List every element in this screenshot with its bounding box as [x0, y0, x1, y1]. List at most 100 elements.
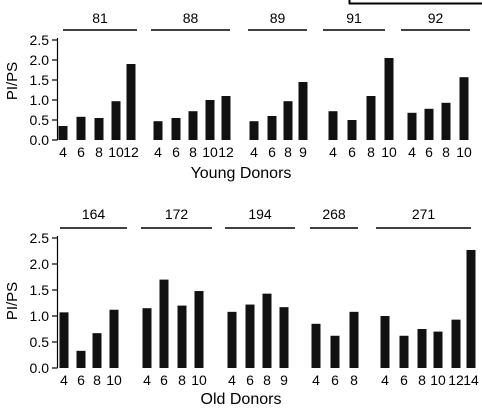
group-label: 88 [183, 10, 199, 26]
bar [399, 335, 409, 368]
x-tick-label: 4 [228, 372, 236, 388]
y-axis-label-bottom: PI/PS [4, 282, 21, 320]
bar [459, 77, 469, 140]
y-axis-label-top: PI/PS [4, 62, 21, 100]
bar [407, 112, 417, 140]
x-tick-label: 6 [160, 372, 168, 388]
group-label: 271 [412, 206, 436, 222]
bar [159, 279, 169, 368]
x-tick-label: 8 [367, 144, 375, 160]
bar [177, 305, 187, 368]
bar [384, 58, 394, 140]
y-tick-label: 1.0 [30, 308, 50, 324]
bar [249, 121, 259, 140]
bar [227, 311, 237, 368]
bar [451, 319, 461, 368]
x-tick-label: 10 [202, 144, 218, 160]
x-tick-label: 4 [250, 144, 258, 160]
bar [267, 116, 277, 140]
donor-group-172: 172 4 6 8 10 [141, 206, 212, 388]
x-tick-label: 10 [456, 144, 472, 160]
x-axis-title-top: Young Donors [191, 165, 292, 182]
bar [424, 108, 434, 140]
x-tick-label: 6 [246, 372, 254, 388]
group-label: 92 [428, 10, 444, 26]
x-tick-label: 6 [77, 372, 85, 388]
bar [126, 64, 136, 140]
bar [58, 126, 68, 140]
x-tick-label: 4 [408, 144, 416, 160]
bar [76, 350, 86, 368]
bar [328, 111, 338, 140]
bar [59, 312, 69, 368]
x-tick-label: 10 [106, 372, 122, 388]
bar [205, 100, 215, 140]
x-tick-label: 9 [299, 144, 307, 160]
bar [153, 121, 163, 140]
x-tick-label: 4 [143, 372, 151, 388]
x-tick-label: 8 [418, 372, 426, 388]
y-tick-label: 1.5 [30, 282, 50, 298]
x-tick-label: 4 [154, 144, 162, 160]
x-tick-label: 4 [60, 372, 68, 388]
donor-group-164: 164 4 6 8 10 [59, 206, 127, 388]
donor-group-268: 268 4 6 8 [310, 206, 359, 388]
x-tick-label: 6 [400, 372, 408, 388]
donor-group-271: 271 4 6 8 10 12 14 [376, 206, 479, 388]
bar [283, 101, 293, 140]
y-tick-label: 2.5 [30, 32, 50, 48]
x-axis-title-bottom: Old Donors [201, 391, 282, 408]
bar [366, 96, 376, 140]
x-tick-label: 4 [381, 372, 389, 388]
donor-group-92: 92 4 6 8 10 [401, 10, 472, 160]
bar [279, 307, 289, 368]
y-tick-label: 0.5 [30, 112, 50, 128]
bar [92, 333, 102, 368]
x-tick-label: 10 [191, 372, 207, 388]
x-tick-label: 10 [430, 372, 446, 388]
bar [76, 116, 86, 140]
x-tick-label: 6 [331, 372, 339, 388]
bar [171, 118, 181, 140]
group-label: 89 [270, 10, 286, 26]
x-tick-label: 8 [284, 144, 292, 160]
y-tick-label: 0.0 [30, 360, 50, 376]
group-label: 81 [92, 10, 108, 26]
bar [466, 249, 476, 368]
group-label: 164 [82, 206, 106, 222]
bar [441, 102, 451, 140]
bar [142, 308, 152, 368]
bar [221, 96, 231, 140]
x-tick-label: 4 [59, 144, 67, 160]
donor-group-91: 91 4 6 8 10 [323, 10, 397, 160]
bar [380, 316, 390, 368]
bar [347, 120, 357, 140]
bar [188, 111, 198, 140]
x-tick-label: 9 [280, 372, 288, 388]
bar [349, 311, 359, 368]
y-tick-label: 2.0 [30, 256, 50, 272]
bar [311, 323, 321, 368]
y-tick-label: 2.0 [30, 52, 50, 68]
bar [433, 331, 443, 368]
x-tick-label: 12 [448, 372, 464, 388]
x-tick-label: 4 [329, 144, 337, 160]
x-tick-label: 6 [77, 144, 85, 160]
x-tick-label: 8 [189, 144, 197, 160]
x-tick-label: 8 [263, 372, 271, 388]
x-tick-label: 14 [463, 372, 479, 388]
x-tick-label: 8 [93, 372, 101, 388]
x-tick-label: 6 [348, 144, 356, 160]
group-label: 172 [165, 206, 189, 222]
group-label: 268 [322, 206, 346, 222]
bar [245, 304, 255, 368]
bar [94, 118, 104, 140]
donor-group-81: 81 4 6 8 10 12 [58, 10, 139, 160]
x-tick-label: 6 [268, 144, 276, 160]
x-tick-label: 12 [218, 144, 234, 160]
x-tick-label: 10 [381, 144, 397, 160]
bar [417, 329, 427, 368]
